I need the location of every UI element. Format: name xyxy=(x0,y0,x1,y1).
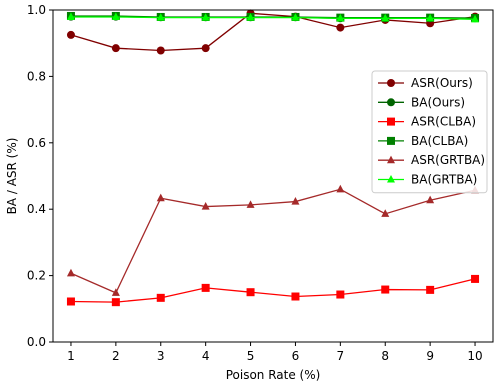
data-point xyxy=(156,293,165,302)
data-point xyxy=(291,197,300,205)
data-point xyxy=(111,288,120,296)
data-point xyxy=(156,193,165,202)
series-asr-clba xyxy=(66,274,480,307)
legend-item: ASR(GRTBA) xyxy=(378,153,485,167)
data-point xyxy=(291,13,300,21)
data-point xyxy=(336,184,345,193)
legend-label: BA(Ours) xyxy=(411,95,465,109)
data-point xyxy=(246,13,255,21)
legend-item: BA(GRTBA) xyxy=(378,173,477,187)
data-point xyxy=(336,23,345,32)
legend-label: ASR(GRTBA) xyxy=(411,153,485,167)
x-tick-label: 3 xyxy=(157,349,165,363)
y-tick-label: 0.4 xyxy=(27,202,46,216)
data-point xyxy=(111,12,120,21)
y-tick-label: 0.6 xyxy=(27,136,46,150)
data-point xyxy=(201,283,210,292)
data-point xyxy=(291,292,300,301)
x-tick-label: 7 xyxy=(337,349,345,363)
x-tick-label: 9 xyxy=(426,349,434,363)
data-point xyxy=(471,274,480,283)
x-tick-label: 8 xyxy=(381,349,389,363)
data-point xyxy=(381,209,390,217)
data-point xyxy=(336,13,345,22)
y-tick-label: 0.2 xyxy=(27,269,46,283)
data-point xyxy=(381,285,390,294)
legend-label: ASR(CLBA) xyxy=(411,115,476,129)
x-tick-label: 10 xyxy=(467,349,482,363)
legend-marker xyxy=(387,174,395,183)
data-point xyxy=(246,200,255,208)
legend-label: ASR(Ours) xyxy=(411,76,473,90)
data-point xyxy=(66,297,75,306)
legend-label: BA(GRTBA) xyxy=(411,173,477,187)
data-point xyxy=(156,46,165,55)
series-asr-grtba xyxy=(66,184,480,296)
legend-box xyxy=(371,70,488,194)
x-tick-label: 5 xyxy=(247,349,255,363)
y-tick-label: 0.0 xyxy=(27,335,46,349)
data-point xyxy=(111,298,120,307)
data-point xyxy=(381,13,390,22)
data-point xyxy=(201,201,210,210)
legend-marker xyxy=(387,117,395,126)
x-axis-label: Poison Rate (%) xyxy=(226,368,321,382)
legend-item: ASR(CLBA) xyxy=(378,115,476,129)
data-point xyxy=(426,195,435,204)
x-tick-label: 2 xyxy=(112,349,120,363)
data-point xyxy=(66,268,75,277)
x-tick-label: 1 xyxy=(67,349,75,363)
series-line xyxy=(70,16,476,20)
data-point xyxy=(336,290,345,299)
data-point xyxy=(66,30,75,39)
data-point xyxy=(156,13,165,21)
series-line xyxy=(70,15,476,19)
legend-item: BA(CLBA) xyxy=(378,134,468,148)
data-point xyxy=(111,44,120,53)
data-point xyxy=(471,14,480,23)
legend-marker xyxy=(387,98,395,107)
data-point xyxy=(66,12,75,21)
legend-label: BA(CLBA) xyxy=(411,134,468,148)
series-ba-grtba xyxy=(66,12,480,23)
series-line xyxy=(70,278,476,303)
y-tick-label: 1.0 xyxy=(27,3,46,17)
data-point xyxy=(426,13,435,22)
legend-marker xyxy=(387,79,395,87)
legend: ASR(Ours) BA(Ours) ASR(CLBA) BA(CLBA) ASR(GR… xyxy=(371,70,488,194)
series-line xyxy=(70,12,476,52)
legend-marker xyxy=(387,155,395,164)
series-line xyxy=(70,188,476,294)
legend-item: ASR(Ours) xyxy=(378,76,473,90)
x-tick-label: 6 xyxy=(292,349,300,363)
data-point xyxy=(426,285,435,294)
x-tick-label: 4 xyxy=(202,349,210,363)
data-point xyxy=(246,288,255,297)
data-point xyxy=(201,13,210,21)
legend-marker xyxy=(387,136,395,145)
plot-frame xyxy=(52,9,494,343)
legend-item: BA(Ours) xyxy=(378,95,465,109)
data-point xyxy=(201,44,210,53)
y-tick-label: 0.8 xyxy=(27,69,46,83)
y-axis-label: BA / ASR (%) xyxy=(5,138,19,215)
